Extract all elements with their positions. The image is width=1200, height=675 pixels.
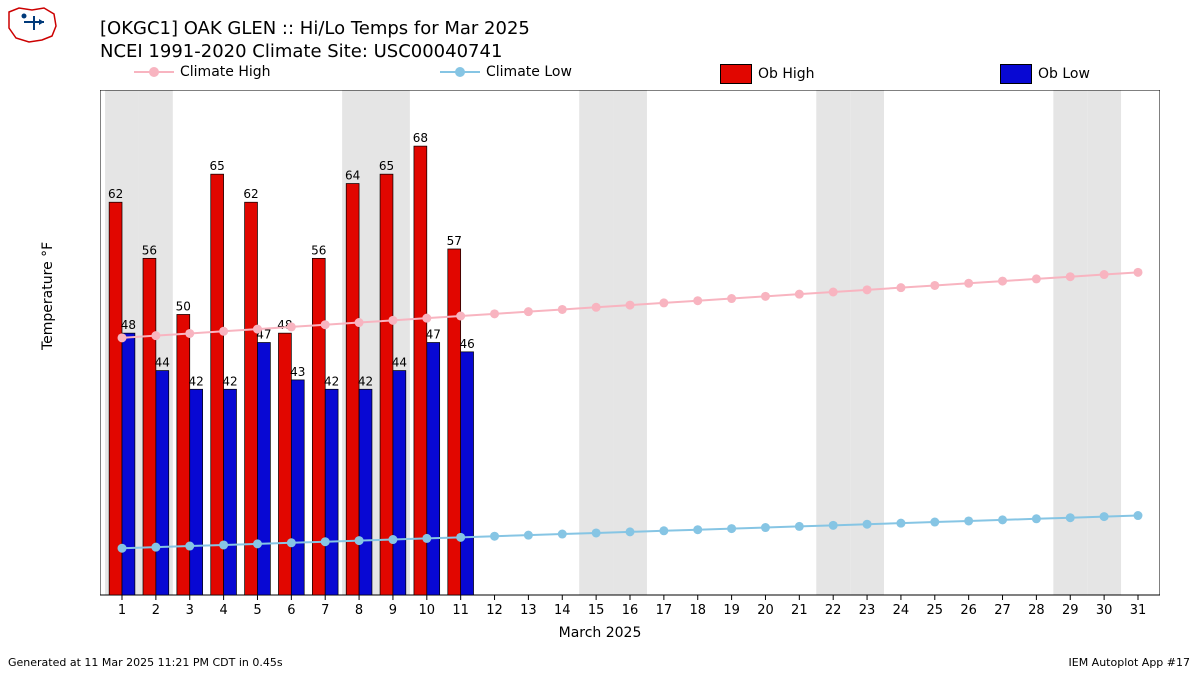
svg-text:47: 47	[426, 328, 441, 342]
svg-text:28: 28	[1028, 603, 1045, 618]
svg-text:42: 42	[358, 374, 373, 388]
svg-text:65: 65	[210, 159, 225, 173]
svg-text:16: 16	[622, 603, 639, 618]
svg-text:48: 48	[121, 318, 136, 332]
svg-text:64: 64	[345, 169, 360, 183]
svg-text:25: 25	[927, 603, 944, 618]
svg-text:57: 57	[447, 234, 462, 248]
svg-text:6: 6	[287, 603, 295, 618]
legend-label: Ob Low	[1038, 66, 1090, 82]
svg-text:24: 24	[893, 603, 910, 618]
legend-climate-low: Climate Low	[440, 64, 572, 80]
temperature-chart: 3040506070123456789101112131415161718192…	[100, 90, 1160, 620]
svg-text:15: 15	[588, 603, 605, 618]
svg-text:19: 19	[723, 603, 740, 618]
svg-text:8: 8	[355, 603, 363, 618]
y-axis-label: Temperature °F	[40, 242, 56, 350]
svg-text:18: 18	[689, 603, 706, 618]
svg-text:13: 13	[520, 603, 537, 618]
svg-text:11: 11	[452, 603, 469, 618]
svg-text:12: 12	[486, 603, 503, 618]
svg-text:44: 44	[392, 356, 407, 370]
svg-text:62: 62	[108, 187, 123, 201]
svg-text:5: 5	[253, 603, 261, 618]
svg-text:7: 7	[321, 603, 329, 618]
title-line-1: [OKGC1] OAK GLEN :: Hi/Lo Temps for Mar …	[100, 18, 530, 41]
svg-text:20: 20	[757, 603, 774, 618]
svg-text:10: 10	[419, 603, 436, 618]
svg-text:30: 30	[1096, 603, 1113, 618]
svg-text:42: 42	[222, 374, 237, 388]
legend-label: Climate High	[180, 64, 271, 80]
swatch-icon	[1000, 64, 1032, 84]
legend-ob-high: Ob High	[720, 64, 815, 84]
legend-label: Climate Low	[486, 64, 572, 80]
svg-text:4: 4	[219, 603, 227, 618]
svg-text:43: 43	[290, 365, 305, 379]
svg-text:17: 17	[656, 603, 673, 618]
svg-text:14: 14	[554, 603, 571, 618]
legend-label: Ob High	[758, 66, 815, 82]
footer-app: IEM Autoplot App #17	[1069, 656, 1191, 669]
chart-title: [OKGC1] OAK GLEN :: Hi/Lo Temps for Mar …	[100, 18, 530, 63]
svg-text:21: 21	[791, 603, 808, 618]
legend-ob-low: Ob Low	[1000, 64, 1090, 84]
svg-text:62: 62	[243, 187, 258, 201]
svg-text:9: 9	[389, 603, 397, 618]
x-axis-label: March 2025	[0, 625, 1200, 641]
svg-text:46: 46	[459, 337, 474, 351]
svg-text:50: 50	[176, 299, 191, 313]
svg-text:42: 42	[324, 374, 339, 388]
svg-text:65: 65	[379, 159, 394, 173]
svg-text:26: 26	[960, 603, 977, 618]
svg-text:27: 27	[994, 603, 1011, 618]
line-marker-icon	[440, 66, 480, 78]
svg-text:44: 44	[155, 356, 170, 370]
legend-climate-high: Climate High	[134, 64, 271, 80]
svg-text:42: 42	[189, 374, 204, 388]
svg-text:56: 56	[142, 243, 157, 257]
svg-text:1: 1	[118, 603, 126, 618]
svg-text:3: 3	[186, 603, 194, 618]
svg-text:23: 23	[859, 603, 876, 618]
svg-text:68: 68	[413, 131, 428, 145]
svg-text:2: 2	[152, 603, 160, 618]
svg-text:56: 56	[311, 243, 326, 257]
iem-logo	[4, 4, 59, 44]
title-line-2: NCEI 1991-2020 Climate Site: USC00040741	[100, 41, 530, 64]
svg-text:29: 29	[1062, 603, 1079, 618]
svg-text:22: 22	[825, 603, 842, 618]
footer-generated: Generated at 11 Mar 2025 11:21 PM CDT in…	[8, 656, 283, 669]
line-marker-icon	[134, 66, 174, 78]
svg-text:31: 31	[1130, 603, 1147, 618]
swatch-icon	[720, 64, 752, 84]
